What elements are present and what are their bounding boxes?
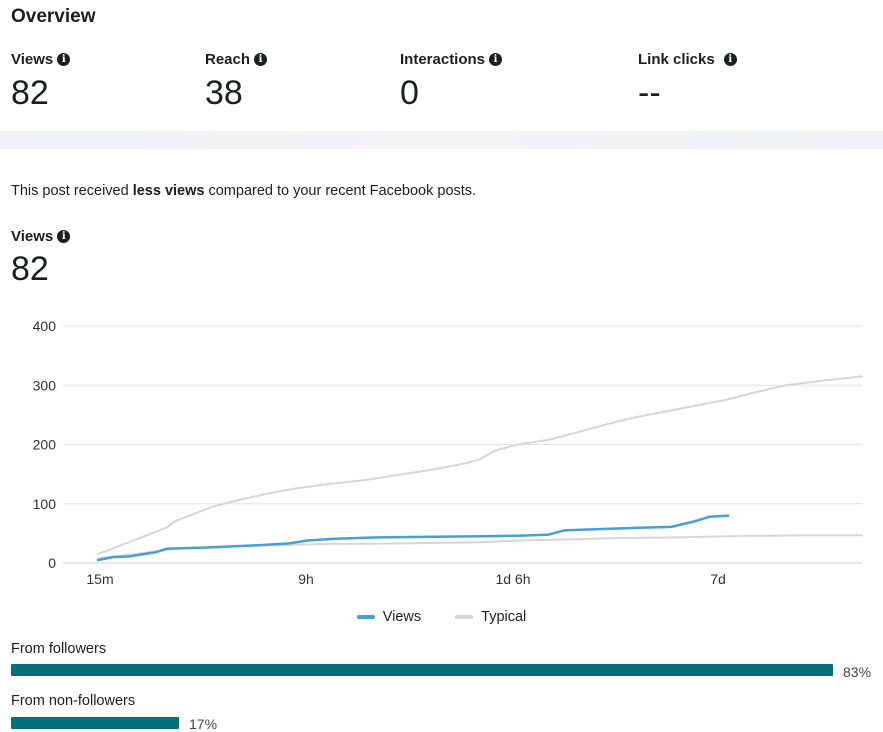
legend-label-views: Views <box>382 609 422 625</box>
metric-reach: Reach i 38 <box>205 48 268 114</box>
metric-interactions-value: 0 <box>400 74 419 112</box>
info-icon[interactable]: i <box>723 52 737 66</box>
views-section-value: 82 <box>11 250 49 288</box>
y-tick-label: 0 <box>48 555 56 571</box>
distribution-bar-non-followers <box>11 717 179 729</box>
x-tick-label: 15m <box>86 571 113 587</box>
metric-link-clicks: Link clicks i -- <box>638 48 737 114</box>
x-tick-label: 1d 6h <box>495 571 530 587</box>
comparison-prefix: This post received <box>11 183 133 199</box>
metric-views: Views i 82 <box>11 48 71 114</box>
y-tick-label: 200 <box>33 437 57 453</box>
distribution-label-followers: From followers <box>11 641 107 657</box>
info-icon[interactable]: i <box>57 52 71 66</box>
x-tick-label: 9h <box>298 571 314 587</box>
legend-item-views[interactable]: Views <box>356 609 422 625</box>
y-tick-label: 100 <box>33 496 57 512</box>
legend-label-typical: Typical <box>481 609 527 625</box>
distribution-percent-non-followers: 17% <box>189 716 218 732</box>
comparison-emphasis: less views <box>132 183 205 199</box>
metric-interactions-label: Interactions <box>400 50 486 68</box>
info-icon[interactable]: i <box>57 229 71 243</box>
info-icon[interactable]: i <box>489 52 503 66</box>
metric-reach-label: Reach <box>205 50 251 68</box>
chart-series <box>96 375 863 562</box>
chart-x-ticks: 15m 9h 1d 6h 7d <box>86 571 725 587</box>
legend-swatch-typical <box>455 615 474 619</box>
comparison-suffix: compared to your recent Facebook posts. <box>204 183 477 199</box>
distribution-label-non-followers: From non-followers <box>11 693 136 709</box>
metric-link-clicks-value: -- <box>638 74 661 112</box>
series-line-typical <box>97 375 863 556</box>
legend-swatch-views <box>356 615 375 619</box>
y-tick-label: 300 <box>33 377 57 393</box>
section-divider <box>0 131 883 149</box>
y-tick-label: 400 <box>33 318 57 334</box>
overview-title: Overview <box>11 6 96 27</box>
views-line-chart: 0 100 200 300 400 15m 9h 1d 6h 7d <box>33 318 863 587</box>
legend-item-typical[interactable]: Typical <box>455 609 526 625</box>
chart-legend: Views Typical <box>0 609 883 625</box>
metric-link-clicks-label: Link clicks <box>638 50 715 68</box>
distribution-bar-followers <box>11 664 833 676</box>
chart-y-ticks: 0 100 200 300 400 <box>33 318 57 571</box>
metric-reach-value: 38 <box>205 74 243 112</box>
x-tick-label: 7d <box>710 571 726 587</box>
series-line-views <box>96 514 730 562</box>
chart-grid <box>63 325 862 564</box>
info-icon[interactable]: i <box>254 52 268 66</box>
distribution-percent-followers: 83% <box>843 664 872 680</box>
views-section-label: Views i <box>11 226 71 246</box>
metric-interactions: Interactions i 0 <box>400 48 503 114</box>
metric-views-label: Views <box>11 50 54 68</box>
metric-views-value: 82 <box>11 74 49 112</box>
comparison-text: This post received less views compared t… <box>11 183 476 199</box>
views-section-label-text: Views <box>11 227 54 245</box>
